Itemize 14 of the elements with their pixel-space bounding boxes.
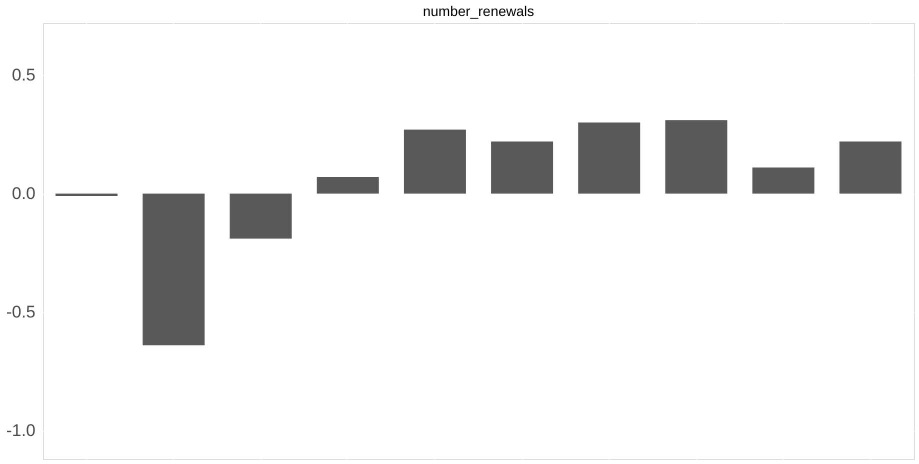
bar <box>142 194 205 346</box>
y-tick-label: 0.5 <box>12 66 36 85</box>
y-tick-label: 0.0 <box>12 184 36 204</box>
bar <box>230 194 292 239</box>
chart-title: number_renewals <box>422 3 534 19</box>
bar <box>839 141 902 194</box>
bar <box>665 120 728 194</box>
bar <box>752 168 814 194</box>
bar <box>316 177 379 194</box>
bar <box>491 141 554 194</box>
bar <box>578 122 640 194</box>
bar <box>404 130 466 194</box>
y-tick-label: -1.0 <box>6 421 36 440</box>
y-tick-label: -0.5 <box>6 302 36 322</box>
